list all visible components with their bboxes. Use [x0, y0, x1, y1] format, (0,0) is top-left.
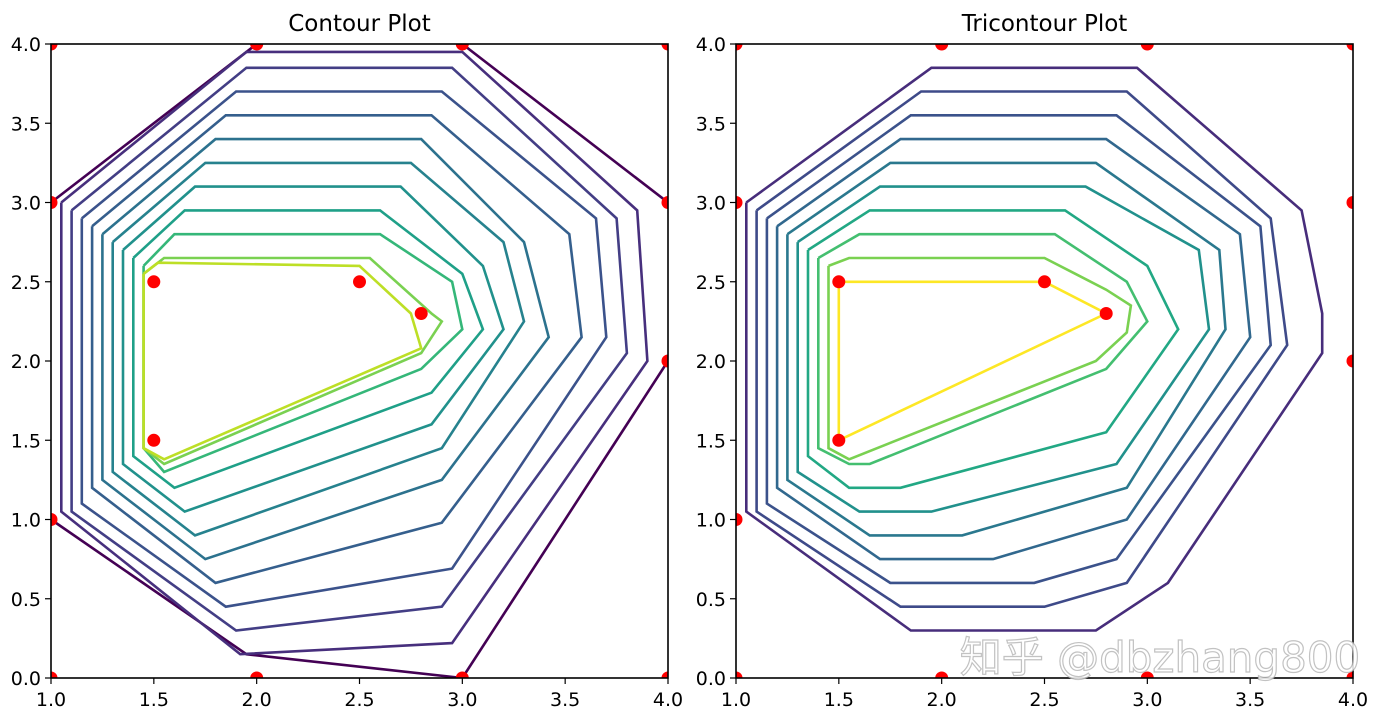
data-point [250, 671, 264, 678]
y-tick-label: 3.0 [11, 193, 41, 215]
data-point [147, 433, 161, 447]
data-point [736, 196, 743, 209]
data-point [1038, 275, 1051, 289]
contour-line-0 [744, 66, 1324, 632]
contour-plot-title: Contour Plot [288, 11, 431, 37]
contour-line-13 [142, 256, 444, 466]
data-point [832, 275, 846, 289]
x-tick-label: 3.5 [1235, 689, 1265, 711]
contour-line-5 [70, 66, 629, 632]
contour-line-1 [461, 44, 668, 204]
contour-line-6 [806, 209, 1180, 490]
x-tick-label: 4.0 [1338, 689, 1368, 711]
x-tick-label: 2.5 [344, 689, 374, 711]
tricontour-plot-panel: Tricontour Plot 1.0 1.5 2.0 2.5 3.0 3.5 4.0 0.0… [696, 11, 1368, 711]
y-tick-label: 0.0 [696, 668, 726, 690]
contour-lines [744, 66, 1324, 632]
data-point [1346, 354, 1353, 368]
data-point [935, 671, 949, 678]
y-tick-label: 2.5 [11, 272, 41, 294]
data-point [736, 513, 743, 526]
y-tick-label: 0.5 [11, 589, 41, 611]
data-point [147, 275, 161, 289]
y-tick-label: 3.5 [696, 113, 726, 135]
data-point [736, 671, 743, 678]
data-point [455, 671, 469, 678]
data-point [1099, 307, 1113, 320]
scatter-points [51, 44, 668, 678]
watermark-text: 知乎 @dbzhang800 [960, 633, 1361, 682]
data-point [51, 513, 58, 526]
data-point [661, 196, 668, 209]
y-tick-label: 3.5 [11, 113, 41, 135]
data-point [1140, 671, 1154, 678]
data-point [1346, 671, 1353, 678]
x-tick-label: 4.0 [653, 689, 683, 711]
x-tick-label: 3.5 [550, 689, 580, 711]
x-tick-label: 2.0 [242, 689, 272, 711]
contour-line-4 [786, 161, 1227, 537]
contour-line-6 [80, 90, 608, 609]
x-tick-label: 1.5 [824, 689, 854, 711]
contour-line-8 [101, 137, 551, 561]
contour-lines [51, 44, 668, 678]
data-point [51, 196, 58, 209]
data-point [51, 44, 58, 51]
contour-line-14 [142, 261, 423, 461]
contour-line-11 [132, 209, 485, 490]
contour-plot-panel: Contour Plot 1.0 1.5 2.0 2.5 3.0 3.5 4.0 0.0 0.5… [11, 11, 683, 711]
contour-line-2 [765, 114, 1273, 585]
data-point [832, 433, 846, 447]
data-point [1346, 196, 1353, 209]
contour-line-8 [827, 256, 1133, 461]
x-tick-label: 1.5 [139, 689, 169, 711]
y-tick-label: 4.0 [11, 34, 41, 56]
contour-line-7 [90, 114, 583, 585]
x-tick-label: 1.0 [721, 689, 751, 711]
y-tick-label: 1.5 [696, 430, 726, 452]
y-tick-label: 2.5 [696, 272, 726, 294]
x-tick-label: 3.0 [1132, 689, 1162, 711]
x-tick-label: 2.0 [927, 689, 957, 711]
data-point [414, 307, 428, 320]
y-tick-label: 4.0 [696, 34, 726, 56]
data-point [353, 275, 366, 289]
y-tick-label: 3.0 [696, 193, 726, 215]
y-tick-label: 1.5 [11, 430, 41, 452]
y-tick-label: 0.5 [696, 589, 726, 611]
contour-line-9 [837, 280, 1110, 443]
contour-line-3 [461, 360, 668, 678]
contour-line-4 [59, 50, 649, 656]
contour-line-5 [796, 185, 1211, 513]
data-point [455, 44, 469, 51]
data-point [661, 671, 668, 678]
data-point [661, 354, 668, 368]
data-point [1140, 44, 1154, 51]
data-point [661, 44, 668, 51]
contour-line-7 [816, 232, 1149, 466]
x-tick-label: 2.5 [1029, 689, 1059, 711]
x-tick-label: 1.0 [36, 689, 66, 711]
data-point [250, 44, 264, 51]
contour-line-9 [111, 161, 526, 537]
y-tick-label: 1.0 [11, 510, 41, 532]
y-tick-label: 1.0 [696, 510, 726, 532]
y-tick-label: 2.0 [11, 351, 41, 373]
data-point [736, 44, 743, 51]
contour-line-3 [775, 137, 1252, 561]
contour-line-10 [121, 185, 505, 514]
y-tick-label: 0.0 [11, 668, 41, 690]
tricontour-plot-title: Tricontour Plot [961, 11, 1128, 37]
y-tick-label: 2.0 [696, 351, 726, 373]
contour-line-1 [755, 90, 1289, 609]
data-point [1346, 44, 1353, 51]
contour-line-12 [142, 232, 464, 474]
data-point [51, 671, 58, 678]
scatter-points [736, 44, 1353, 678]
x-tick-label: 3.0 [447, 689, 477, 711]
data-point [935, 44, 949, 51]
